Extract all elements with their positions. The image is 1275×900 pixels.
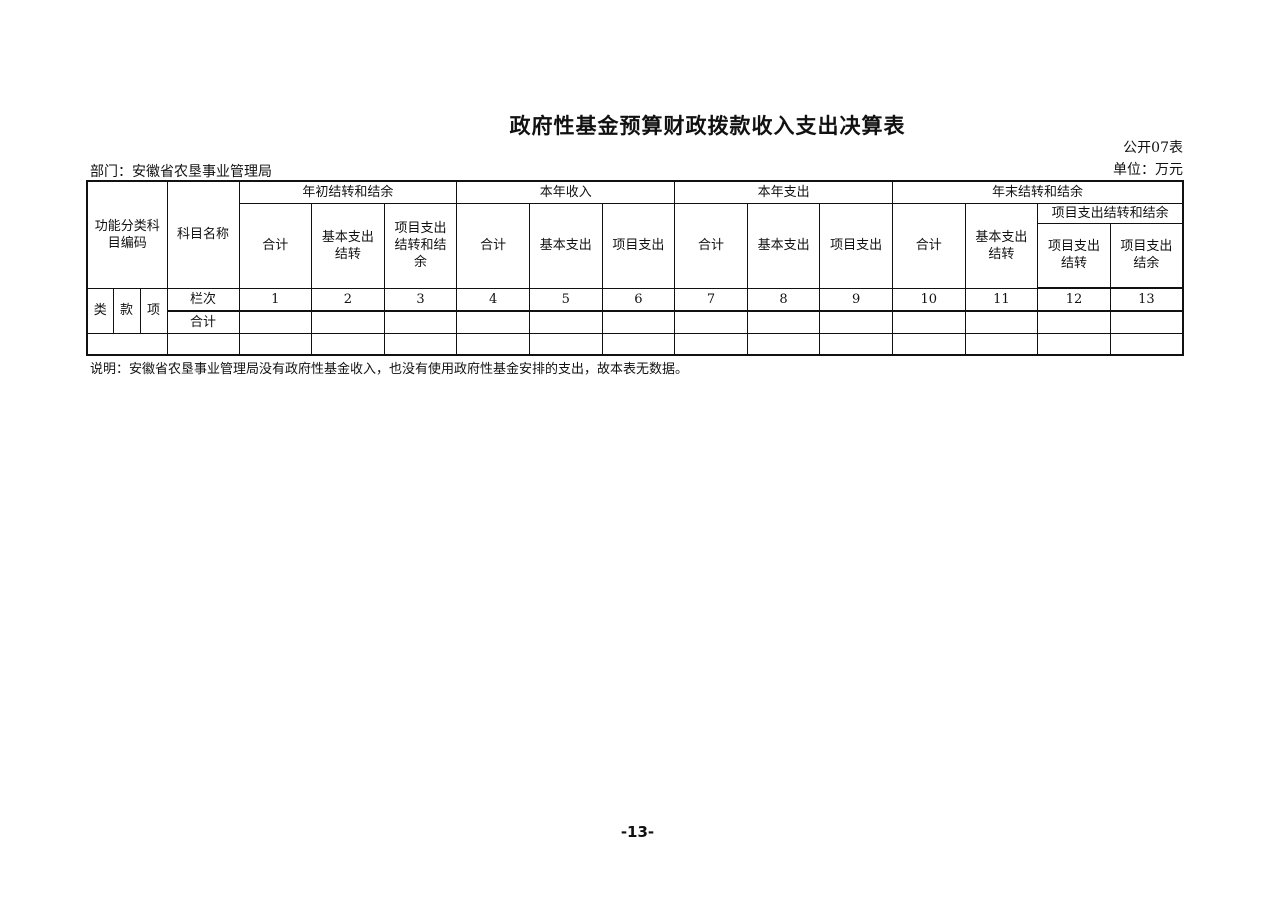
header-cell: 项目支出结转 xyxy=(1037,222,1111,289)
data-cell xyxy=(1037,332,1111,356)
unit-label: 单位：万元 xyxy=(1113,162,1183,178)
column-number: 9 xyxy=(819,287,893,312)
header-xiang: 项 xyxy=(139,287,168,334)
header-group: 年末结转和结余 xyxy=(891,180,1184,204)
data-cell xyxy=(1037,310,1111,334)
data-cell xyxy=(238,332,313,356)
empty-cell xyxy=(86,332,168,356)
lanci-label: 栏次 xyxy=(166,287,240,312)
data-cell xyxy=(819,332,893,356)
data-cell xyxy=(746,332,821,356)
column-number: 5 xyxy=(528,287,603,312)
data-cell xyxy=(528,310,603,334)
data-cell xyxy=(964,332,1039,356)
header-cell: 项目支出结余 xyxy=(1109,222,1184,289)
header-group: 本年收入 xyxy=(456,180,676,204)
data-cell xyxy=(383,310,458,334)
column-number: 3 xyxy=(383,287,458,312)
header-kuan: 款 xyxy=(112,287,141,334)
column-number: 8 xyxy=(746,287,821,312)
data-cell xyxy=(819,310,893,334)
header-cell: 合计 xyxy=(891,202,966,289)
data-cell xyxy=(311,332,385,356)
column-number: 6 xyxy=(601,287,676,312)
header-cell: 项目支出 xyxy=(601,202,676,289)
data-cell xyxy=(238,310,313,334)
data-cell xyxy=(601,332,676,356)
header-project-group: 项目支出结转和结余 xyxy=(1037,202,1184,224)
table-code: 公开07表 xyxy=(1123,140,1183,156)
total-label: 合计 xyxy=(166,310,240,334)
column-number: 13 xyxy=(1109,287,1184,312)
data-cell xyxy=(383,332,458,356)
data-cell xyxy=(674,332,748,356)
column-number: 4 xyxy=(456,287,530,312)
data-cell xyxy=(528,332,603,356)
note: 说明：安徽省农垦事业管理局没有政府性基金收入，也没有使用政府性基金安排的支出，故… xyxy=(90,362,689,377)
data-cell xyxy=(891,332,966,356)
data-cell xyxy=(964,310,1039,334)
data-cell xyxy=(1109,310,1184,334)
header-group: 本年支出 xyxy=(674,180,893,204)
department: 部门：安徽省农垦事业管理局 xyxy=(90,164,272,180)
header-cell: 基本支出 xyxy=(528,202,603,289)
data-cell xyxy=(746,310,821,334)
header-cell: 项目支出 xyxy=(819,202,893,289)
header-cell: 项目支出结转和结余 xyxy=(383,202,458,289)
column-number: 11 xyxy=(964,287,1039,312)
data-cell xyxy=(311,310,385,334)
column-number: 7 xyxy=(674,287,748,312)
column-number: 10 xyxy=(891,287,966,312)
data-cell xyxy=(456,310,530,334)
data-cell xyxy=(601,310,676,334)
data-cell xyxy=(1109,332,1184,356)
header-cell: 基本支出结转 xyxy=(311,202,385,289)
data-cell xyxy=(891,310,966,334)
empty-cell xyxy=(166,332,240,356)
header-cell: 合计 xyxy=(238,202,313,289)
header-cell: 合计 xyxy=(456,202,530,289)
column-number: 12 xyxy=(1037,287,1111,312)
page-title: 政府性基金预算财政拨款收入支出决算表 xyxy=(509,113,906,138)
header-cell: 基本支出 xyxy=(746,202,821,289)
header-group: 年初结转和结余 xyxy=(238,180,458,204)
budget-table: 功能分类科目编码 科目名称 年初结转和结余 本年收入 本年支出 年末结转和结余 … xyxy=(86,180,1184,356)
header-cell: 基本支出结转 xyxy=(964,202,1039,289)
page-number: -13- xyxy=(620,823,655,841)
data-cell xyxy=(456,332,530,356)
data-cell xyxy=(674,310,748,334)
header-cell: 合计 xyxy=(674,202,748,289)
column-number: 1 xyxy=(238,287,313,312)
header-lei: 类 xyxy=(86,287,114,334)
column-number: 2 xyxy=(311,287,385,312)
header-func-code: 功能分类科目编码 xyxy=(86,180,168,289)
header-subject-name: 科目名称 xyxy=(166,180,240,289)
